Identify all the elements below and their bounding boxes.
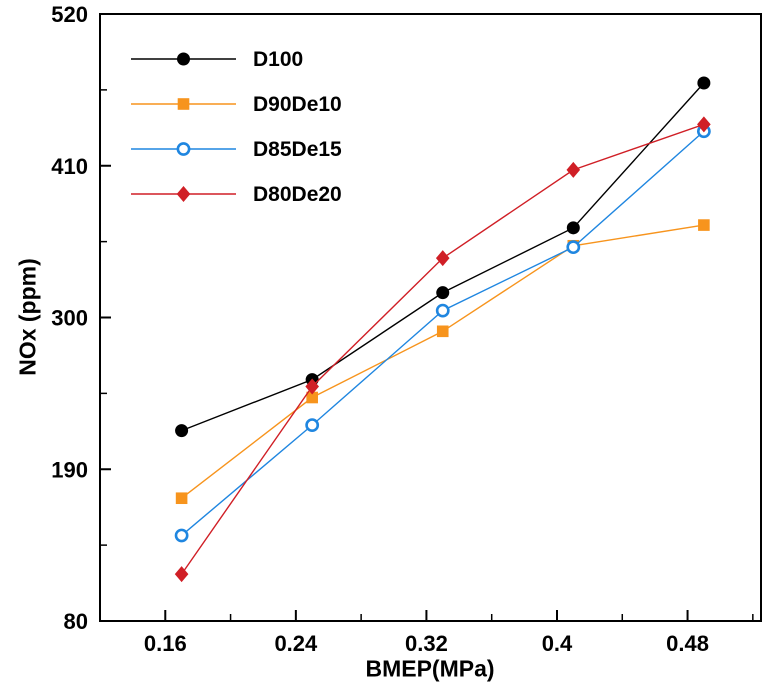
legend-item-D80De20: D80De20	[131, 183, 342, 206]
y-axis: 80 190 300 410 520	[51, 2, 111, 634]
y-tick-label: 190	[51, 457, 88, 482]
y-tick-label: 300	[51, 306, 88, 331]
series	[174, 76, 711, 583]
x-tick-label: 0.24	[274, 631, 318, 656]
marker-circle-open	[174, 528, 189, 543]
marker-square	[306, 391, 318, 404]
y-axis-title: NOx (ppm)	[14, 258, 41, 376]
marker-circle	[177, 52, 190, 66]
x-tick-label: 0.32	[405, 631, 448, 656]
marker-circle	[566, 221, 580, 235]
marker-circle-open	[305, 418, 320, 433]
series-D80De20	[174, 116, 711, 583]
marker-circle-open	[566, 240, 581, 255]
marker-diamond	[305, 378, 319, 395]
x-tick-label: 0.4	[542, 631, 573, 656]
marker-circle	[436, 286, 450, 300]
marker-circle-open	[435, 303, 450, 318]
y-tick-label: 80	[64, 609, 88, 634]
legend-label: D85De15	[253, 138, 342, 161]
marker-circle	[697, 76, 711, 90]
marker-square	[436, 325, 449, 338]
x-tick-label: 0.16	[144, 631, 187, 656]
y-tick-label: 520	[51, 2, 88, 27]
legend-item-D90De10: D90De10	[131, 93, 342, 116]
marker-square	[698, 219, 710, 231]
legend-item-D85De15: D85De15	[131, 138, 342, 161]
marker-diamond	[435, 250, 450, 267]
plot-frame	[99, 13, 762, 622]
marker-diamond	[174, 566, 189, 583]
marker-diamond	[176, 186, 191, 202]
legend-label: D80De20	[253, 183, 342, 206]
marker-circle-open	[176, 142, 191, 156]
marker-circle	[175, 424, 189, 438]
legend-item-D100: D100	[131, 48, 303, 71]
marker-square	[175, 492, 188, 505]
marker-diamond	[697, 116, 711, 133]
x-axis-title: BMEP(MPa)	[365, 655, 495, 682]
legend: D100 D90De10 D85De15 D80De20	[131, 48, 342, 206]
y-tick-label: 410	[51, 154, 88, 179]
marker-diamond	[566, 161, 581, 178]
x-tick-label: 0.48	[666, 631, 709, 656]
legend-label: D90De10	[253, 93, 342, 116]
legend-label: D100	[253, 48, 303, 71]
marker-square	[177, 98, 190, 110]
x-axis: 0.16 0.24 0.32 0.4 0.48	[144, 610, 754, 656]
